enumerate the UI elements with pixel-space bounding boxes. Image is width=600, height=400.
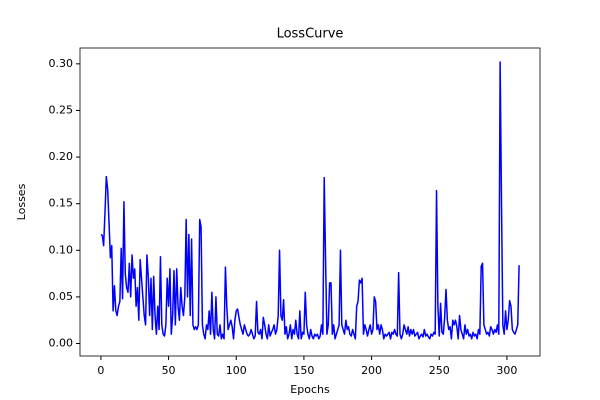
- x-tick-label: 300: [496, 364, 517, 377]
- x-tick-label: 250: [429, 364, 450, 377]
- plot-frame: [79, 47, 541, 357]
- y-tick-label: 0.25: [49, 103, 74, 116]
- x-tick-label: 150: [293, 364, 314, 377]
- x-tick-label: 50: [162, 364, 176, 377]
- y-tick-label: 0.05: [49, 290, 74, 303]
- y-tick-label: 0.30: [49, 57, 74, 70]
- x-tick-label: 0: [97, 364, 104, 377]
- chart-title: LossCurve: [277, 27, 344, 42]
- y-tick-label: 0.00: [49, 337, 74, 350]
- x-tick-label: 100: [226, 364, 247, 377]
- x-axis-label: Epochs: [290, 383, 330, 396]
- y-tick-label: 0.10: [49, 243, 74, 256]
- y-tick-label: 0.15: [49, 197, 74, 210]
- x-tick-label: 200: [361, 364, 382, 377]
- y-tick-label: 0.20: [49, 150, 74, 163]
- y-axis-label: Losses: [15, 183, 28, 220]
- loss-line: [100, 61, 520, 340]
